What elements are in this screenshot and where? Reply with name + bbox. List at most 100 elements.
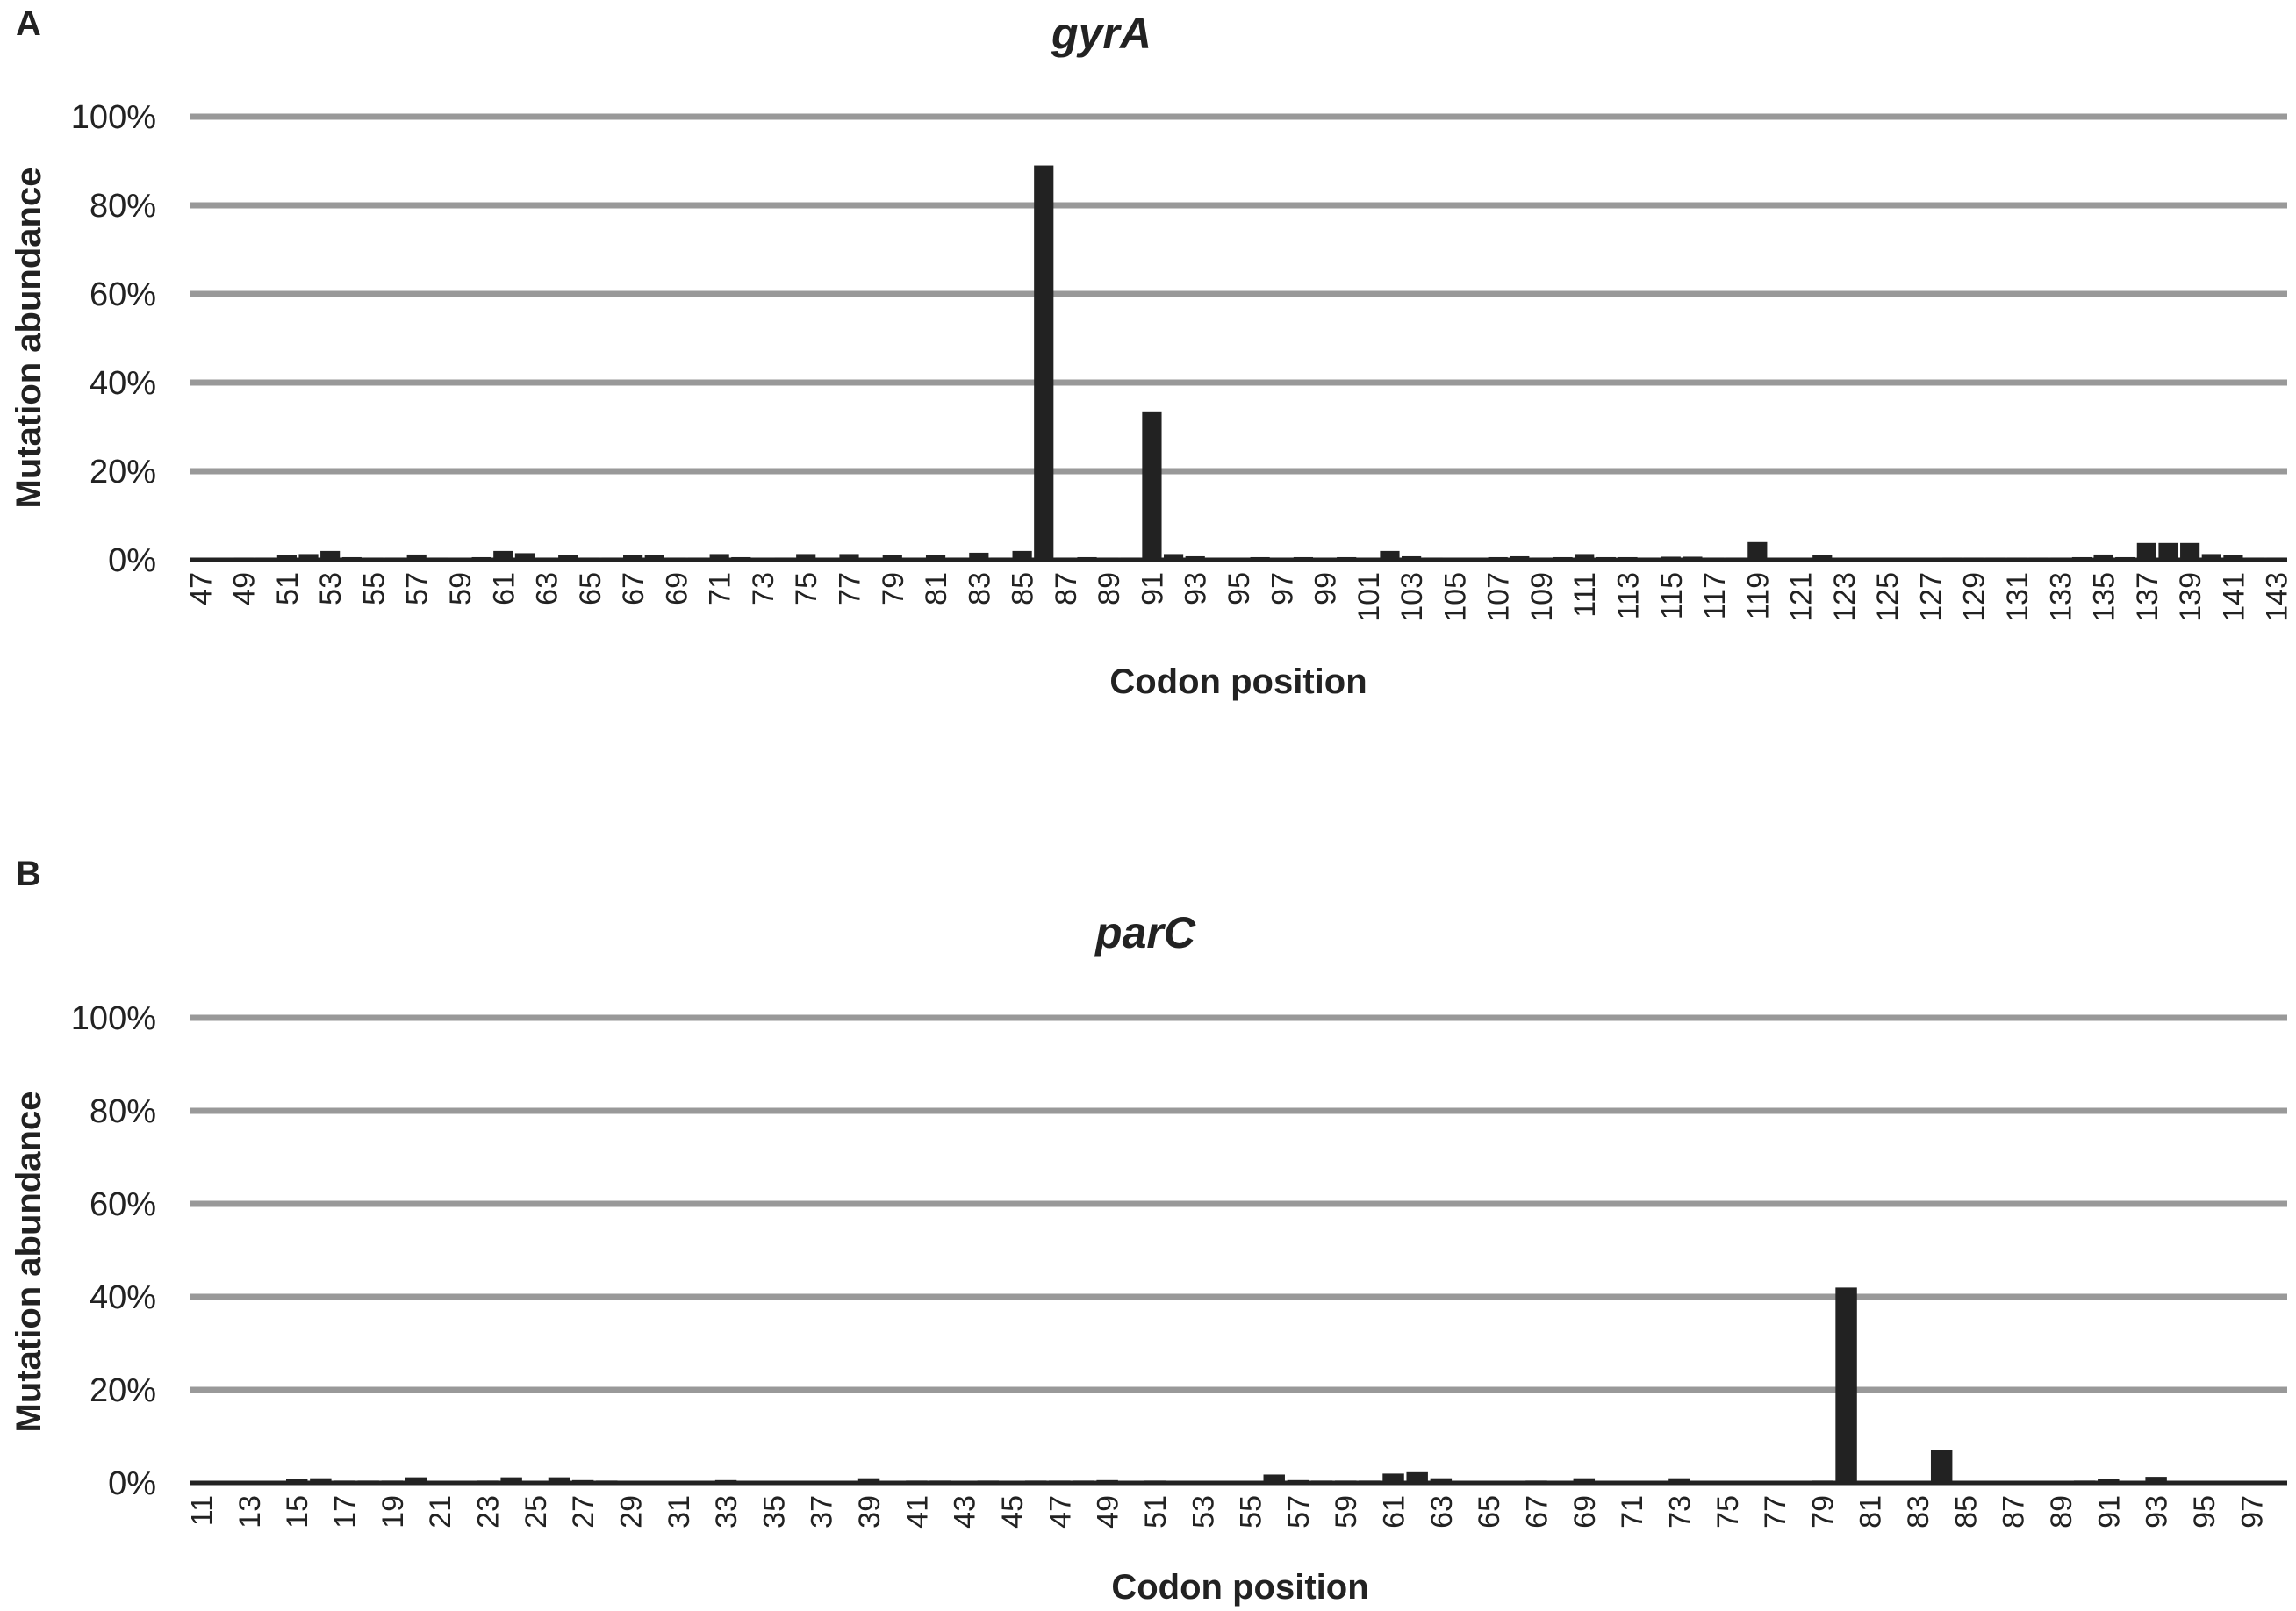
x-tick-label: 127 — [1914, 572, 1948, 622]
bar — [2180, 542, 2200, 560]
y-tick-label: 100% — [71, 99, 156, 136]
x-tick-label: 11 — [186, 1495, 219, 1526]
x-tick-label: 91 — [2092, 1495, 2126, 1529]
panel-letter: B — [16, 855, 41, 893]
y-tick-label: 60% — [90, 1186, 156, 1223]
bar — [2136, 542, 2156, 560]
panel-letter: A — [16, 4, 41, 43]
x-tick-label: 47 — [1044, 1495, 1077, 1529]
x-axis-title: Codon position — [1111, 1568, 1368, 1607]
y-tick-label: 80% — [90, 188, 156, 225]
x-tick-label: 113 — [1612, 572, 1646, 619]
bar — [1382, 1473, 1404, 1483]
x-tick-label: 77 — [1759, 1495, 1792, 1529]
grid — [190, 113, 2287, 475]
x-tick-label: 89 — [2045, 1495, 2078, 1529]
x-tick-label: 73 — [747, 572, 780, 605]
x-tick-label: 89 — [1093, 572, 1126, 605]
x-tick-label: 77 — [833, 572, 866, 605]
x-tick-label: 79 — [1806, 1495, 1840, 1529]
bar — [796, 554, 816, 560]
x-tick-label: 17 — [329, 1495, 362, 1529]
x-tick-label: 103 — [1396, 572, 1429, 622]
chart-title: parC — [1094, 908, 1196, 957]
x-tick-label: 57 — [1282, 1495, 1316, 1529]
x-tick-label: 49 — [228, 572, 262, 605]
chart-title: gyrA — [1051, 9, 1152, 58]
bar — [1012, 550, 1032, 560]
x-tick-label: 105 — [1439, 572, 1472, 622]
x-tick-label: 63 — [531, 572, 564, 605]
x-tick-label: 13 — [233, 1495, 267, 1529]
x-tick-label: 53 — [314, 572, 348, 605]
panel-a: A gyrA Mutation abundance Codon position… — [10, 4, 2294, 701]
x-tick-label: 135 — [2088, 572, 2121, 622]
x-tick-label: 91 — [1136, 572, 1169, 605]
x-tick-label: 35 — [757, 1495, 791, 1529]
x-tick-label: 23 — [471, 1495, 505, 1529]
x-tick-label: 59 — [444, 572, 477, 605]
bar — [1034, 165, 1054, 561]
x-tick-label: 85 — [1949, 1495, 1983, 1529]
y-tick-label: 60% — [90, 276, 156, 313]
x-tick-labels: 11 13 15 17 19 21 23 25 27 29 31 33 35 37 39 41 43 45 47 49… — [186, 1495, 2270, 1529]
x-tick-label: 139 — [2174, 572, 2207, 622]
x-tick-label: 69 — [1568, 1495, 1602, 1529]
bar — [2145, 1477, 2167, 1483]
x-tick-label: 19 — [377, 1495, 410, 1529]
bar — [839, 554, 859, 560]
bars — [190, 1287, 2286, 1483]
x-tick-label: 107 — [1482, 572, 1516, 622]
x-tick-labels: 47 49 51 53 55 57 59 61 63 65 67 69 71 73 75 77 79 81 83 85… — [184, 572, 2293, 622]
bar — [310, 1478, 332, 1483]
x-tick-label: 97 — [2235, 1495, 2269, 1529]
x-tick-label: 117 — [1698, 572, 1732, 619]
x-tick-label: 143 — [2261, 572, 2294, 622]
bars — [190, 165, 2286, 561]
x-tick-label: 75 — [1711, 1495, 1745, 1529]
x-tick-label: 123 — [1828, 572, 1862, 622]
bar — [406, 554, 427, 560]
x-tick-label: 61 — [1378, 1495, 1411, 1529]
y-tick-label: 20% — [90, 454, 156, 490]
x-tick-label: 133 — [2044, 572, 2077, 622]
x-tick-label: 37 — [806, 1495, 839, 1529]
bar — [1163, 554, 1184, 560]
bar — [1835, 1287, 1857, 1483]
x-axis-title: Codon position — [1109, 662, 1367, 701]
grid — [190, 1014, 2287, 1393]
x-tick-label: 95 — [1223, 572, 1256, 605]
x-tick-label: 73 — [1663, 1495, 1697, 1529]
bar — [320, 550, 341, 560]
bar — [276, 555, 297, 560]
bar — [1142, 411, 1162, 560]
y-axis-title: Mutation abundance — [10, 1092, 48, 1433]
x-tick-label: 41 — [900, 1495, 934, 1529]
x-tick-label: 99 — [1309, 572, 1343, 605]
bar — [2093, 554, 2113, 560]
x-tick-label: 33 — [710, 1495, 743, 1529]
x-tick-label: 111 — [1568, 572, 1602, 618]
x-tick-label: 109 — [1525, 572, 1559, 622]
x-tick-label: 93 — [2141, 1495, 2174, 1529]
x-tick-label: 83 — [1902, 1495, 1935, 1529]
x-tick-label: 55 — [357, 572, 391, 605]
bar — [925, 555, 946, 560]
y-tick-label: 20% — [90, 1372, 156, 1409]
x-tick-label: 67 — [1520, 1495, 1553, 1529]
bar — [500, 1477, 522, 1483]
x-tick-label: 83 — [963, 572, 996, 605]
x-tick-label: 49 — [1092, 1495, 1125, 1529]
bar — [644, 555, 664, 560]
x-tick-label: 15 — [281, 1495, 314, 1529]
x-tick-label: 79 — [877, 572, 910, 605]
x-tick-label: 65 — [574, 572, 607, 605]
bar — [493, 550, 513, 560]
bar — [623, 555, 643, 560]
x-tick-label: 71 — [1616, 1495, 1649, 1529]
y-tick-labels: 0% 20% 40% 60% 80% 100% — [71, 1000, 156, 1502]
x-tick-label: 69 — [660, 572, 693, 605]
x-tick-label: 87 — [1050, 572, 1083, 605]
y-tick-label: 100% — [71, 1000, 156, 1037]
